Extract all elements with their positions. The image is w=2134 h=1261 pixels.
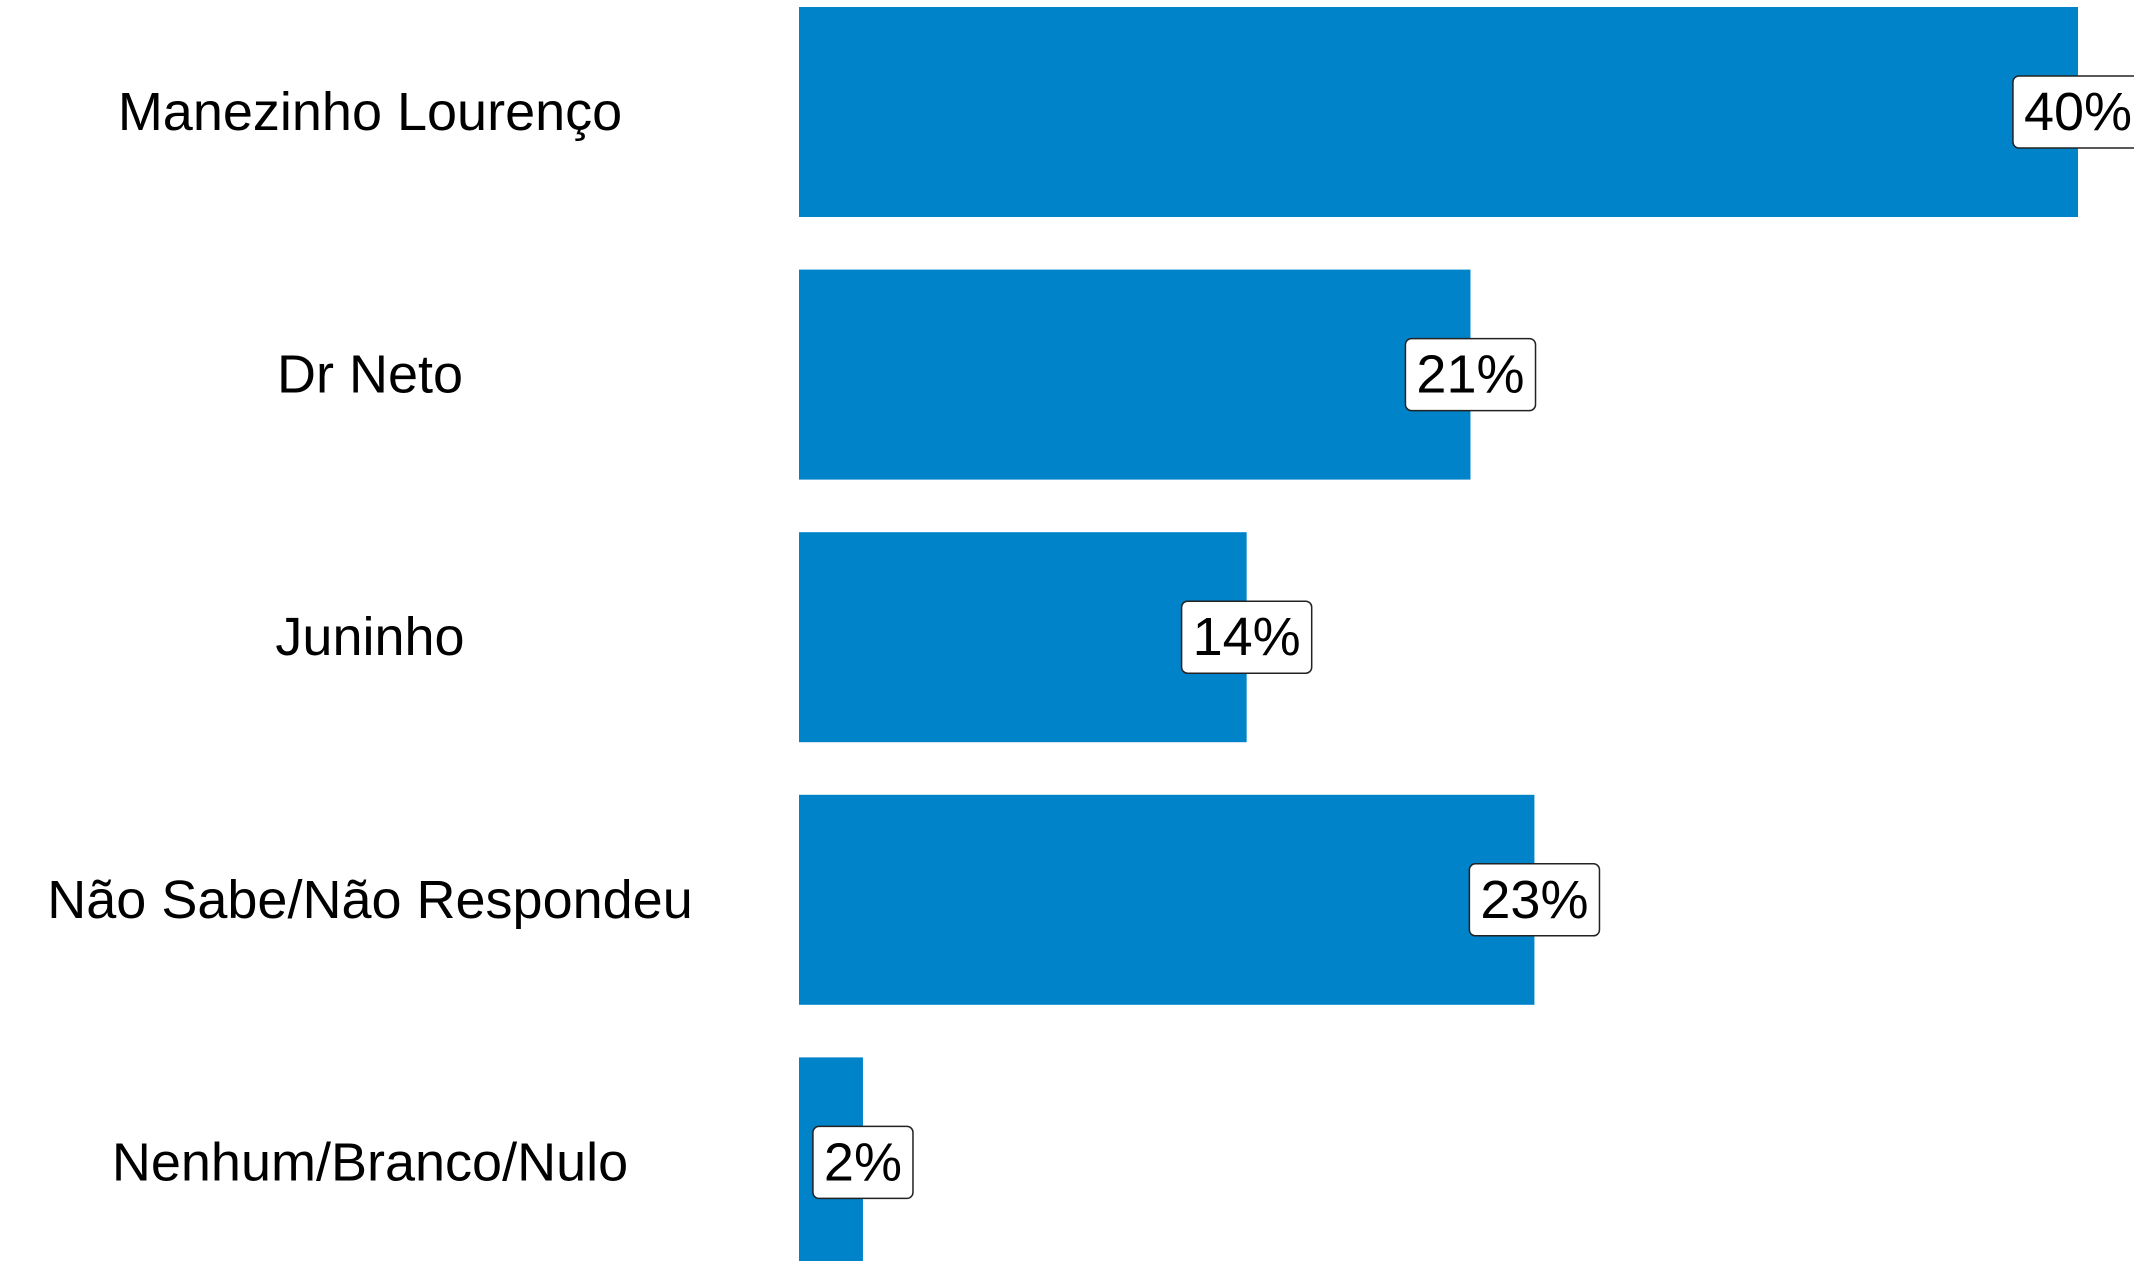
bar: [799, 269, 1471, 480]
value-label: 2%: [824, 1132, 902, 1192]
bar: [799, 7, 2078, 217]
value-label-box: [1180, 600, 1313, 674]
value-label: 14%: [1193, 607, 1301, 667]
value-label-box: [2012, 75, 2134, 149]
value-label: 40%: [2024, 82, 2132, 142]
value-label-box: [1468, 863, 1601, 937]
category-label: Manezinho Lourenço: [118, 82, 622, 142]
category-label: Juninho: [275, 607, 464, 667]
category-label: Não Sabe/Não Respondeu: [47, 870, 692, 930]
bar: [799, 794, 1535, 1005]
category-label: Dr Neto: [277, 345, 463, 405]
category-label: Nenhum/Branco/Nulo: [112, 1132, 628, 1192]
value-label-box: [1404, 337, 1537, 412]
value-label-box: [812, 1125, 914, 1200]
bar: [799, 532, 1247, 743]
value-label: 23%: [1480, 870, 1588, 930]
value-label: 21%: [1416, 345, 1524, 405]
